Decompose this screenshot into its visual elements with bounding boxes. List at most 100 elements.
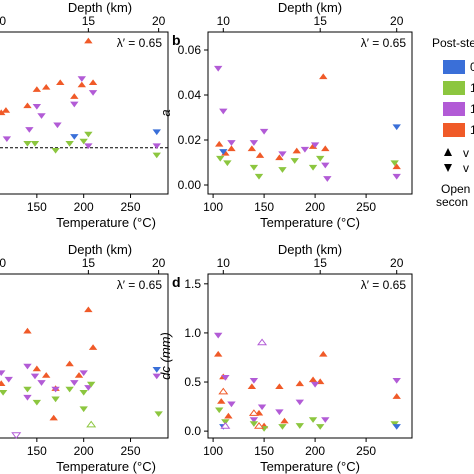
data-point: [79, 390, 88, 396]
data-point: [152, 129, 161, 136]
lambda-annotation: λ′ = 0.65: [361, 36, 407, 50]
data-point: [295, 380, 304, 387]
data-point: [295, 399, 304, 406]
data-point: [152, 143, 161, 149]
top-tick-label: 15: [82, 14, 96, 28]
data-point: [70, 134, 79, 140]
data-point: [319, 73, 328, 80]
data-point: [316, 424, 325, 430]
data-point: [74, 372, 84, 378]
legend-label-2: 1: [470, 81, 474, 95]
data-point: [308, 164, 318, 171]
data-point: [23, 394, 32, 401]
data-points: [0, 306, 163, 439]
legend-item-4: 1: [443, 123, 474, 137]
data-point: [0, 370, 6, 376]
x-axis-label: Temperature (°C): [56, 215, 156, 230]
x-tick-label: 200: [74, 200, 94, 214]
data-point: [247, 383, 257, 390]
x-tick-label: 250: [121, 200, 141, 214]
data-point: [321, 145, 330, 152]
data-point: [23, 141, 32, 147]
y-tick-label: 1.5: [184, 277, 201, 291]
x-tick-label: 250: [121, 444, 141, 458]
data-point: [2, 136, 12, 143]
data-point: [392, 424, 401, 430]
top-tick-label: 20: [152, 256, 166, 270]
data-point: [321, 162, 330, 169]
top-tick-label: 10: [0, 14, 6, 28]
data-point: [392, 163, 401, 170]
data-point: [37, 113, 46, 119]
data-points: [214, 65, 401, 182]
top-axis-label: Depth (km): [68, 242, 132, 257]
data-point: [79, 370, 88, 376]
x-tick-label: 150: [27, 200, 47, 214]
open-data-point: [248, 409, 259, 416]
data-point: [65, 386, 74, 393]
open-data-point: [11, 432, 22, 439]
data-point: [214, 350, 223, 357]
data-point: [88, 344, 98, 350]
plot-frame: [0, 31, 169, 195]
data-point: [295, 423, 304, 429]
x-axis-label: Temperature (°C): [260, 459, 360, 474]
data-point: [227, 140, 236, 146]
data-point: [308, 376, 318, 383]
x-tick-label: 100: [203, 200, 223, 214]
data-point: [23, 363, 32, 370]
x-tick-label: 150: [254, 444, 274, 458]
data-point: [51, 147, 60, 154]
x-tick-label: 200: [74, 444, 94, 458]
x-tick-label: 150: [27, 444, 47, 458]
top-axis-label: Depth (km): [278, 242, 342, 257]
legend-item-1: 0: [443, 60, 474, 74]
top-tick-label: 20: [390, 14, 404, 28]
data-point: [321, 417, 330, 423]
data-point: [152, 367, 161, 373]
data-point: [254, 173, 264, 180]
down-triangle-icon: [444, 164, 452, 172]
y-axis-label: a: [158, 109, 173, 116]
top-tick-label: 10: [0, 256, 6, 270]
data-point: [249, 377, 259, 384]
data-point: [249, 164, 259, 171]
data-point: [247, 145, 257, 152]
data-point: [84, 37, 93, 44]
data-points: [214, 332, 401, 432]
data-point: [227, 401, 236, 408]
y-tick-label: 0.02: [178, 133, 202, 147]
data-point: [214, 332, 223, 339]
lambda-annotation: λ′ = 0.65: [117, 36, 163, 50]
data-point: [32, 103, 42, 110]
top-axis-label: Depth (km): [278, 0, 342, 15]
data-point: [392, 173, 401, 180]
data-point: [4, 376, 13, 383]
plot-frame: [207, 31, 413, 195]
legend-down-marker: v: [444, 161, 469, 175]
data-point: [70, 101, 79, 108]
top-tick-label: 20: [152, 14, 166, 28]
data-point: [214, 65, 223, 72]
top-tick-label: 10: [217, 256, 231, 270]
data-point: [249, 417, 259, 423]
data-point: [257, 404, 267, 411]
data-point: [23, 102, 32, 109]
legend-swatch-2: [443, 81, 465, 95]
data-point: [79, 406, 88, 413]
data-point: [86, 381, 96, 388]
data-point: [84, 306, 93, 313]
data-point: [255, 152, 265, 158]
data-point: [37, 380, 46, 386]
y-tick-label: 1.0: [184, 326, 201, 340]
legend-label-3: 1: [470, 102, 474, 116]
plot-frame: [0, 273, 169, 439]
data-point: [319, 350, 328, 357]
top-tick-label: 15: [82, 256, 96, 270]
data-point: [53, 122, 62, 129]
data-point: [84, 131, 93, 138]
data-point: [51, 386, 60, 393]
y-tick-label: 0.06: [178, 43, 202, 57]
legend-swatch-3: [443, 102, 465, 116]
